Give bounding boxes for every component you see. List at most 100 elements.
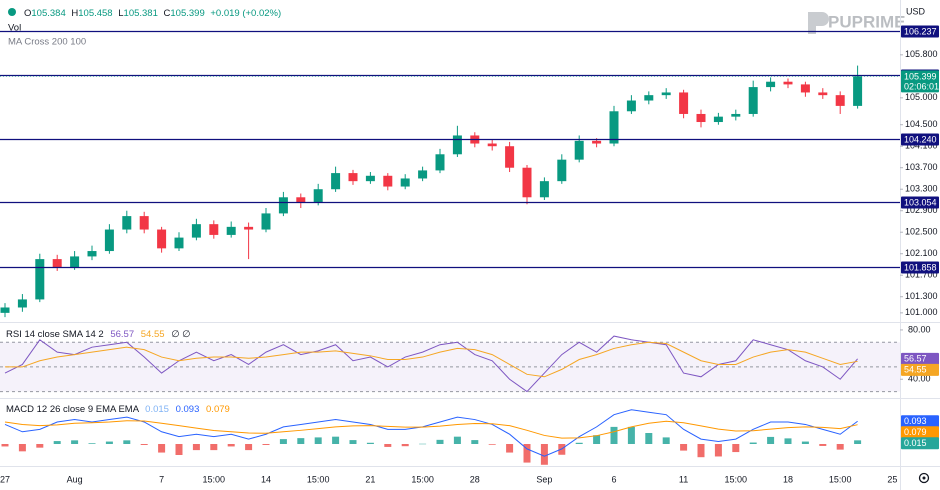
candle-body <box>713 116 723 123</box>
gear[interactable] <box>918 472 930 484</box>
y-tick-label: 102.100 <box>905 248 938 258</box>
countdown-label: 02:06:01 <box>904 81 939 91</box>
macd-histogram-bar <box>610 426 618 444</box>
candle-body <box>800 84 810 93</box>
candle-body <box>783 81 793 85</box>
macd-histogram-bar <box>210 444 218 451</box>
candle-body <box>35 259 45 300</box>
volume-label[interactable]: Vol <box>8 23 21 34</box>
candle-body <box>209 224 219 235</box>
macd-histogram-bar <box>175 444 183 455</box>
macd-histogram-bar <box>140 444 148 445</box>
candle-body <box>348 173 358 182</box>
macd-value-label-bg <box>901 415 939 428</box>
candle-body <box>539 181 549 198</box>
last-price-label: 105.399 <box>904 71 937 81</box>
macd-histogram-bar <box>732 444 740 453</box>
macd-histogram-bar <box>314 437 322 444</box>
x-tick-label: 14 <box>261 474 271 484</box>
candle-body <box>522 167 532 198</box>
macd-histogram-bar <box>419 443 427 445</box>
candle-body <box>487 143 497 147</box>
candle-body <box>679 92 689 114</box>
macd-histogram-bar <box>523 444 531 463</box>
candle-body <box>226 226 236 235</box>
legend-value: 105.381 <box>124 8 158 19</box>
macd-histogram-bar <box>854 440 862 444</box>
macd-histogram-bar <box>192 444 200 451</box>
legend-value: 105.399 <box>170 8 204 19</box>
candle-body <box>626 100 636 112</box>
macd-histogram-bar <box>819 444 827 446</box>
x-tick-label: 15:00 <box>411 474 434 484</box>
macd-histogram-bar <box>593 435 601 444</box>
macd-value-label-bg <box>901 426 939 439</box>
legend-change: +0.019 (+0.02%) <box>210 8 281 19</box>
gear-center[interactable] <box>922 476 926 480</box>
candle-body <box>278 197 288 214</box>
candle-body <box>400 178 410 187</box>
candle-body <box>766 81 776 88</box>
y-tick-label: 102.900 <box>905 205 938 215</box>
macd-histogram-bar <box>801 441 809 444</box>
rsi-sma-value: 54.55 <box>141 329 165 340</box>
macd-histogram-bar <box>749 442 757 444</box>
settings-icon[interactable] <box>918 472 930 484</box>
level-label: 106.237 <box>904 26 937 36</box>
y-tick-label: 103.300 <box>905 184 938 194</box>
symbol-icon[interactable] <box>8 8 16 16</box>
candle-body <box>244 226 254 230</box>
macd-histogram-bar <box>1 444 9 447</box>
rsi-value-label: 54.55 <box>904 365 927 375</box>
macd-value-label: 0.079 <box>904 427 927 437</box>
currency-label[interactable]: USD <box>906 6 926 16</box>
y-tick-label: 101.700 <box>905 270 938 280</box>
candle-body <box>52 259 62 268</box>
x-tick-label: 15:00 <box>725 474 748 484</box>
macd-histogram-bar <box>332 436 340 444</box>
x-tick-label: 21 <box>365 474 375 484</box>
macd-histogram-bar <box>436 439 444 444</box>
candle-body <box>748 87 758 114</box>
rsi-value-label-bg <box>901 352 939 365</box>
macd-histogram-bar <box>227 444 235 447</box>
y-tick-label: 101.000 <box>905 307 938 317</box>
level-label-bg <box>901 261 939 274</box>
ohlc-legend: O105.384 H105.458 L105.381 C105.399 +0.0… <box>24 8 281 19</box>
macd-title: MACD 12 26 close 9 EMA EMA <box>6 404 140 415</box>
rsi-value-label-bg <box>901 363 939 376</box>
x-tick-label: 15:00 <box>203 474 226 484</box>
macd-value-label: 0.093 <box>904 416 927 426</box>
candle-body <box>557 159 567 182</box>
indicator-label[interactable]: MA Cross 200 100 <box>8 37 86 48</box>
macd-histogram-bar <box>384 444 392 447</box>
x-tick-label: 6 <box>611 474 616 484</box>
rsi-flags: ∅ ∅ <box>171 329 190 340</box>
candle-body <box>331 173 341 190</box>
logo-icon <box>808 12 829 34</box>
candle-body <box>104 229 114 252</box>
candle-body <box>17 299 27 308</box>
x-tick-label: 25 <box>887 474 897 484</box>
candle-body <box>383 175 393 187</box>
y-tick-label: 104.100 <box>905 141 938 151</box>
x-tick-label: 11 <box>679 474 688 484</box>
y-tick-label: 80.00 <box>908 324 931 334</box>
y-tick-label: 105.000 <box>905 92 938 102</box>
x-tick-label: 27 <box>0 474 10 484</box>
level-label-bg <box>901 25 939 38</box>
candle-body <box>70 256 80 268</box>
macd-line <box>4 409 858 457</box>
level-label-bg <box>901 196 939 209</box>
rsi-legend: RSI 14 close SMA 14 2 56.57 54.55 ∅ ∅ <box>6 329 190 340</box>
rsi-title: RSI 14 close SMA 14 2 <box>6 329 104 340</box>
last-price-label-bg <box>901 70 939 93</box>
y-tick-label: 102.500 <box>905 227 938 237</box>
y-tick-label: 103.700 <box>905 162 938 172</box>
macd-histogram-bar <box>645 433 653 444</box>
macd-histogram-bar <box>18 444 26 452</box>
legend-key: L <box>118 8 123 19</box>
macd-histogram-bar <box>784 438 792 444</box>
macd-histogram-bar <box>697 444 705 458</box>
